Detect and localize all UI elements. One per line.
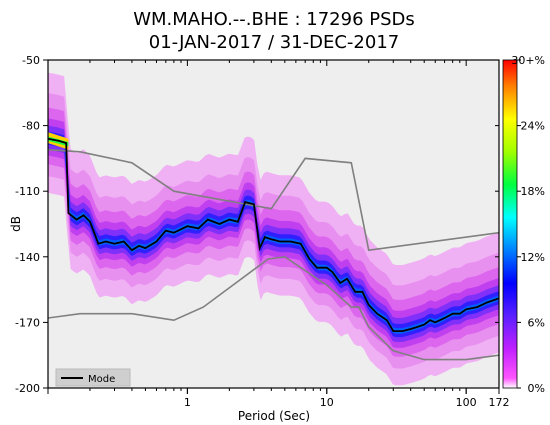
chart-title-line-2: 01-JAN-2017 / 31-DEC-2017 <box>149 32 400 53</box>
y-axis: -50 -80 -110 -140 -170 -200 <box>15 54 499 395</box>
colorbar-label: 12% <box>521 251 545 264</box>
y-tick-label: -200 <box>15 382 40 395</box>
colorbar-label: 18% <box>521 185 545 198</box>
legend-mode-label: Mode <box>88 374 115 385</box>
x-tick-label: 100 <box>456 396 477 409</box>
colorbar-ticks: 0% 6% 12% 18% 24% 30+% <box>511 54 545 395</box>
colorbar-label: 6% <box>528 316 545 329</box>
y-tick-label: -80 <box>22 120 40 133</box>
colorbar-label: 0% <box>528 382 545 395</box>
plot-frame <box>47 59 500 389</box>
y-tick-label: -140 <box>15 251 40 264</box>
legend-box <box>55 368 131 387</box>
colorbar-label: 30+% <box>511 54 545 67</box>
noise-model-low <box>48 255 499 361</box>
chart-title-line-1: WM.MAHO.--.BHE : 17296 PSDs <box>133 9 415 30</box>
y-tick-label: -170 <box>15 316 40 329</box>
x-tick-label: 1 <box>184 396 191 409</box>
x-axis-label: Period (Sec) <box>238 409 310 423</box>
x-axis: 1 10 100 172 <box>47 60 510 409</box>
y-tick-label: -110 <box>15 185 40 198</box>
y-tick-label: -50 <box>22 54 40 67</box>
noise-model-high <box>48 148 499 252</box>
legend: Mode <box>55 368 131 387</box>
x-tick-label: 10 <box>320 396 334 409</box>
noise-models-layer <box>48 148 499 361</box>
x-tick-label: 172 <box>489 396 510 409</box>
mode-line-layer <box>48 137 499 333</box>
mode-line <box>48 137 499 333</box>
colorbar <box>502 59 518 389</box>
density-band <box>48 131 499 338</box>
colorbar-label: 24% <box>521 120 545 133</box>
y-axis-label: dB <box>9 216 23 232</box>
